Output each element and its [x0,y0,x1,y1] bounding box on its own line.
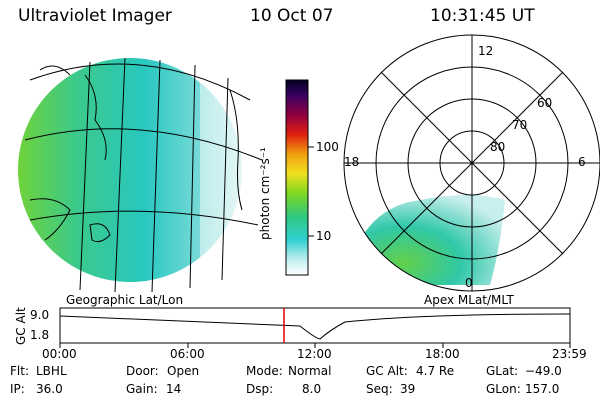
glon-label: GLon: [486,382,521,396]
colorbar-tick-10: 10 [316,229,332,243]
mlat-label-70: 70 [512,118,528,132]
mlt-label-6: 6 [578,155,586,169]
gcalt-label: GC Alt: [366,364,408,378]
flt-value: LBHL [36,364,67,378]
altitude-xtick: 23:59 [552,347,587,361]
geographic-caption: Geographic Lat/Lon [66,293,184,307]
colorbar-unit-label: photon cm⁻²s⁻¹ [258,147,272,240]
gain-label: Gain: [126,382,158,396]
gcalt-value: 4.7 Re [416,364,455,378]
altitude-xtick: 06:00 [170,347,205,361]
altitude-ylabel: GC Alt [14,307,28,345]
door-value: Open [167,364,200,378]
altitude-xtick: 18:00 [425,347,460,361]
instrument-title: Ultraviolet Imager [18,6,172,26]
flt-label: Flt: [10,364,29,378]
mlt-label-18: 18 [344,155,360,169]
glon-value: 157.0 [525,382,560,396]
door-label: Door: [126,364,159,378]
apex-caption: Apex MLat/MLT [424,293,514,307]
dsp-value: 8.0 [302,382,322,396]
glat-value: −49.0 [525,364,562,378]
dsp-label: Dsp: [246,382,274,396]
mlt-label-12: 12 [478,44,494,58]
date-label: 10 Oct 07 [250,6,334,26]
time-label: 10:31:45 UT [430,6,535,26]
seq-value: 39 [400,382,416,396]
mlat-label-80: 80 [490,140,506,154]
mlat-label-60: 60 [537,96,553,110]
gain-value: 14 [166,382,182,396]
mode-label: Mode: [246,364,283,378]
mode-value: Normal [288,364,332,378]
colorbar-tick-100: 100 [316,140,339,154]
seq-label: Seq: [366,382,393,396]
glat-label: GLat: [486,364,519,378]
ip-value: 36.0 [36,382,63,396]
altitude-ytick-bottom: 1.8 [30,328,50,342]
mlt-label-0: 0 [465,276,473,290]
altitude-xtick: 12:00 [297,347,332,361]
ip-label: IP: [10,382,25,396]
altitude-ytick-top: 9.0 [30,308,50,322]
altitude-xtick: 00:00 [42,347,77,361]
